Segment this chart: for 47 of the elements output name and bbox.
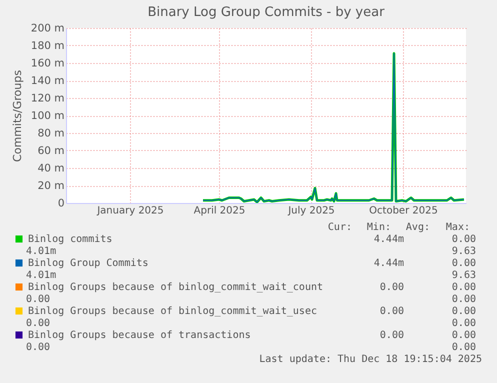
text: 0.00 bbox=[452, 318, 476, 329]
text: 9.63 bbox=[452, 246, 476, 257]
y-tick-label: 140 m bbox=[30, 75, 64, 87]
text: 0.00 bbox=[26, 318, 50, 329]
text: 4.01m bbox=[26, 270, 56, 281]
y-axis-title: Commits/Groups bbox=[10, 70, 24, 162]
legend-label: Binlog Group Commits bbox=[28, 258, 148, 269]
y-tick-label: 0 bbox=[58, 198, 64, 210]
text: Avg: bbox=[406, 222, 430, 233]
text: 0.00 bbox=[26, 294, 50, 305]
text: 0.00 bbox=[452, 258, 476, 269]
text: 0.00 bbox=[26, 342, 50, 353]
x-tick-label: April 2025 bbox=[194, 206, 246, 216]
legend-label: Binlog Groups because of transactions bbox=[28, 330, 251, 341]
text: Max: bbox=[446, 222, 470, 233]
text: 0.00 bbox=[380, 306, 404, 317]
x-tick-label: January 2025 bbox=[96, 206, 164, 216]
chart-title: Binary Log Group Commits - by year bbox=[148, 5, 386, 20]
y-tick-label: 180 m bbox=[30, 40, 64, 52]
text: 4.44m bbox=[374, 258, 404, 269]
text: 0.00 bbox=[380, 330, 404, 341]
text: 0.00 bbox=[380, 282, 404, 293]
legend-label: Binlog Groups because of binlog_commit_wait_usec bbox=[28, 306, 317, 317]
y-tick-label: 160 m bbox=[30, 58, 64, 70]
text: 4.44m bbox=[374, 234, 404, 245]
legend-label: Binlog commits bbox=[28, 234, 112, 245]
text: 4.01m bbox=[26, 246, 56, 257]
y-tick-label: 120 m bbox=[30, 92, 64, 104]
y-tick-label: 80 m bbox=[38, 128, 64, 140]
y-tick-label: 100 m bbox=[30, 110, 64, 122]
y-tick-label: 20 m bbox=[38, 180, 64, 192]
text: 0.00 bbox=[452, 234, 476, 245]
text: 0.00 bbox=[452, 282, 476, 293]
text: 0.00 bbox=[452, 306, 476, 317]
text: 9.63 bbox=[452, 270, 476, 281]
text: Min: bbox=[366, 222, 391, 233]
x-tick-label: October 2025 bbox=[369, 206, 438, 216]
text: 0.00 bbox=[452, 294, 476, 305]
text: Cur: bbox=[328, 222, 352, 233]
text: 0.00 bbox=[452, 342, 476, 353]
y-tick-label: 60 m bbox=[38, 145, 64, 157]
text: 0.00 bbox=[452, 330, 476, 341]
x-tick-label: July 2025 bbox=[287, 206, 335, 216]
text: Last update: Thu Dec 18 19:15:04 2025 bbox=[259, 354, 482, 365]
y-tick-label: 200 m bbox=[30, 22, 64, 34]
y-tick-label: 40 m bbox=[38, 162, 64, 174]
legend-label: Binlog Groups because of binlog_commit_wait_count bbox=[28, 282, 324, 293]
